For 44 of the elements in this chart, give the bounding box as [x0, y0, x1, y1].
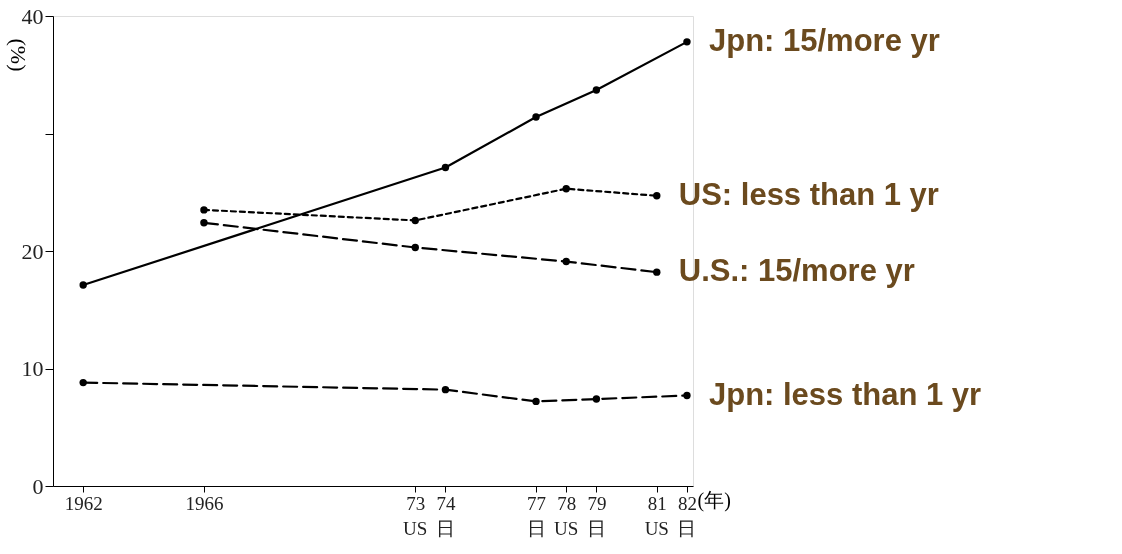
- point: [532, 113, 540, 121]
- y-tick-label: 10: [21, 356, 44, 381]
- y-axis-title: (%): [5, 38, 31, 72]
- point: [683, 38, 691, 46]
- text: US: [644, 518, 669, 539]
- x-tick-label: 1962: [64, 492, 103, 514]
- series-label: Jpn: less than 1 yr: [708, 376, 982, 412]
- text: US: [554, 518, 579, 539]
- series-label: U.S.: 15/more yr: [678, 253, 915, 289]
- point: [653, 268, 661, 276]
- x-tick-label: 82: [677, 492, 697, 514]
- point: [441, 385, 450, 394]
- point: [79, 281, 87, 289]
- x-tick-label: 77: [527, 492, 547, 514]
- point: [441, 163, 450, 172]
- x-tick-label: 78: [557, 492, 577, 514]
- point: [562, 257, 570, 266]
- point: [411, 243, 419, 252]
- x-tick-label: 1966: [185, 492, 224, 514]
- x-tick-label: 74: [436, 492, 456, 514]
- text: 日: [677, 518, 697, 539]
- point: [200, 206, 208, 214]
- point: [683, 391, 691, 400]
- point: [411, 216, 419, 225]
- x-tick-label: 79: [587, 492, 607, 514]
- point: [532, 397, 540, 406]
- y-tick-label: 40: [21, 3, 44, 29]
- point: [653, 192, 661, 200]
- y-tick-label: 20: [21, 238, 44, 264]
- text: US: [403, 518, 428, 539]
- x-tick-label: 73: [406, 492, 426, 514]
- text: 日: [586, 518, 606, 539]
- series-label: Jpn: 15/more yr: [708, 22, 940, 58]
- series-label: US: less than 1 yr: [678, 176, 939, 212]
- x-axis-title: (年): [697, 488, 731, 512]
- point: [562, 185, 570, 193]
- point: [200, 219, 208, 227]
- point: [79, 378, 87, 387]
- text: 日: [435, 518, 455, 539]
- point: [592, 86, 601, 94]
- y-tick-label: 0: [32, 473, 44, 499]
- x-tick-label: 81: [647, 492, 667, 514]
- text: 日: [526, 518, 546, 539]
- point: [592, 395, 601, 403]
